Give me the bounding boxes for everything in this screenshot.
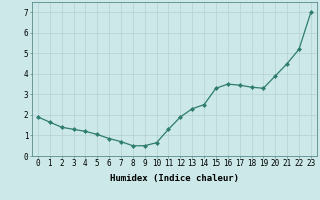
X-axis label: Humidex (Indice chaleur): Humidex (Indice chaleur) <box>110 174 239 183</box>
